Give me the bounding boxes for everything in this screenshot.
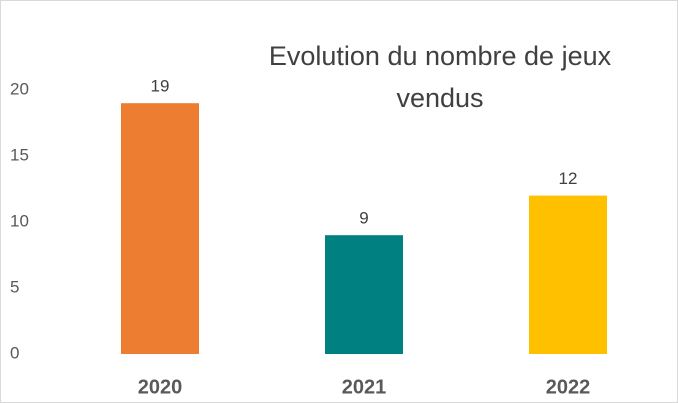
- y-tick-label: 15: [10, 145, 29, 164]
- y-tick-label: 10: [10, 211, 29, 230]
- data-label: 9: [359, 209, 368, 228]
- x-tick-label: 2022: [546, 376, 591, 398]
- y-tick-label: 5: [10, 277, 19, 296]
- bar: [325, 235, 403, 354]
- y-tick-label: 20: [10, 79, 29, 98]
- chart-title: Evolution du nombre de jeux vendus: [269, 41, 612, 113]
- data-label: 12: [559, 169, 578, 188]
- y-tick-label: 0: [10, 343, 19, 362]
- x-tick-label: 2020: [138, 376, 183, 398]
- bar: [529, 195, 607, 354]
- bar: [121, 103, 199, 354]
- x-tick-label: 2021: [342, 376, 387, 398]
- data-label: 19: [151, 77, 170, 96]
